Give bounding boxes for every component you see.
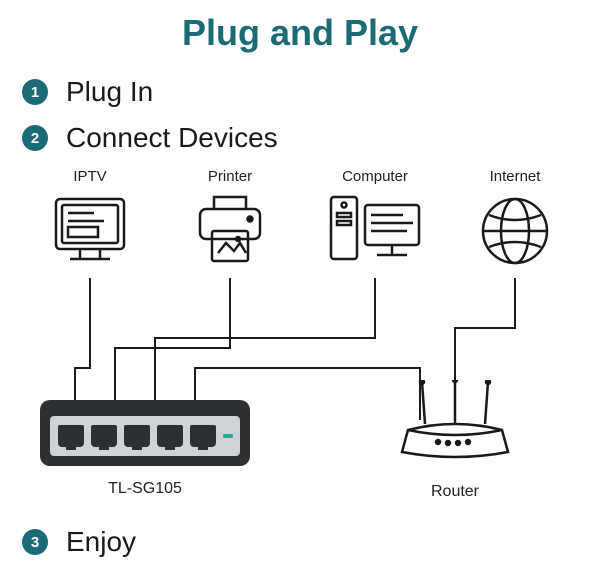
computer-icon	[325, 191, 425, 271]
step-badge-3: 3	[22, 529, 48, 555]
network-diagram: IPTV Printer	[20, 168, 580, 508]
step-1: 1 Plug In	[0, 76, 600, 108]
switch-port	[58, 425, 84, 447]
tv-icon	[50, 191, 130, 271]
switch-led	[223, 434, 233, 438]
wire-internet	[455, 278, 515, 388]
device-computer: Computer	[320, 168, 430, 271]
step-badge-1: 1	[22, 79, 48, 105]
step-label-2: Connect Devices	[66, 122, 278, 154]
step-2: 2 Connect Devices	[0, 122, 600, 154]
switch-port	[124, 425, 150, 447]
globe-icon	[475, 191, 555, 271]
switch-port	[157, 425, 183, 447]
switch-device: TL-SG105	[40, 400, 250, 466]
step-badge-2: 2	[22, 125, 48, 151]
device-computer-label: Computer	[320, 168, 430, 185]
router-device: Router	[390, 380, 520, 470]
device-iptv: IPTV	[35, 168, 145, 271]
step-label-3: Enjoy	[66, 526, 136, 558]
wire-printer	[115, 278, 230, 400]
device-printer: Printer	[175, 168, 285, 271]
printer-icon	[190, 191, 270, 271]
device-internet: Internet	[460, 168, 570, 271]
step-3: 3 Enjoy	[0, 526, 600, 558]
wire-iptv	[75, 278, 90, 400]
switch-label: TL-SG105	[40, 480, 250, 498]
page-title: Plug and Play	[0, 0, 600, 54]
device-internet-label: Internet	[460, 168, 570, 185]
step-label-1: Plug In	[66, 76, 153, 108]
switch-port	[91, 425, 117, 447]
device-iptv-label: IPTV	[35, 168, 145, 185]
switch-front-panel	[50, 416, 240, 456]
switch-port	[190, 425, 216, 447]
router-icon	[390, 380, 520, 470]
router-label: Router	[390, 483, 520, 501]
device-printer-label: Printer	[175, 168, 285, 185]
wire-computer	[155, 278, 375, 400]
